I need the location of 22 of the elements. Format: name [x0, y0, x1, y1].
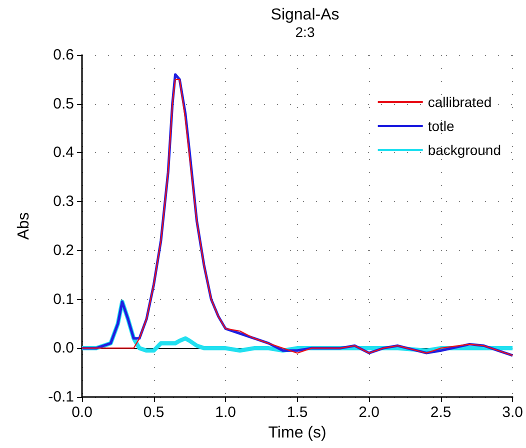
y-tick-label: 0.6	[53, 46, 74, 64]
x-tick-label: 2.0	[358, 404, 380, 421]
x-tick-label: 0.5	[143, 404, 164, 421]
chart-subtitle: 2:3	[295, 24, 315, 40]
y-tick-label: 0.0	[53, 340, 74, 357]
legend-label: callibrated	[428, 94, 492, 110]
y-axis-title: Abs	[16, 212, 32, 240]
y-tick-label: 0.1	[53, 290, 74, 308]
legend-label: totle	[428, 118, 455, 134]
chart-title: Signal-As	[270, 6, 340, 24]
legend-label: background	[428, 142, 502, 158]
y-tick-label: 0.2	[53, 242, 74, 259]
x-tick-label: 1.5	[286, 404, 308, 421]
x-tick-label: 3.0	[502, 404, 524, 421]
y-tick-label: 0.4	[53, 144, 74, 162]
x-tick-label: 2.5	[430, 404, 452, 421]
x-axis-title: Time (s)	[268, 424, 326, 442]
y-tick-label: 0.5	[53, 95, 74, 112]
x-tick-label: 1.0	[215, 404, 236, 421]
y-tick-label: -0.1	[48, 388, 74, 406]
y-tick-label: 0.3	[53, 193, 74, 210]
x-tick-label: 0.0	[72, 404, 92, 421]
